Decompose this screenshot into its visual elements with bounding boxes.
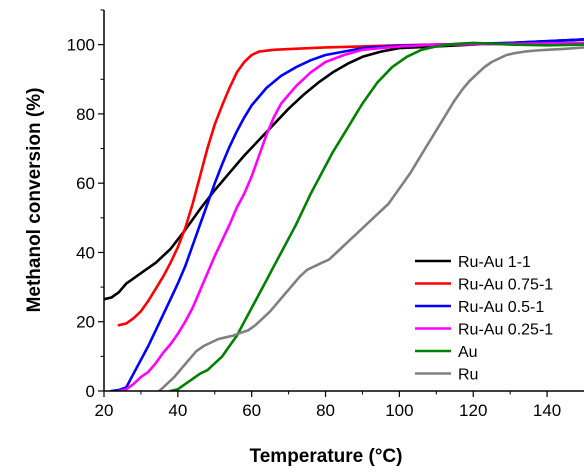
legend-label: Au (458, 344, 478, 361)
x-tick-label: 20 (95, 401, 114, 420)
series-line (104, 38, 584, 301)
series-line (169, 41, 584, 391)
x-axis-title: Temperature (°C) (250, 446, 403, 467)
x-tick-label: 80 (316, 401, 335, 420)
legend-label: Ru-Au 0.25-1 (458, 322, 553, 339)
x-tick-label: 40 (168, 401, 187, 420)
series-layer (104, 38, 584, 391)
y-axis-title: Methanol conversion (%) (24, 88, 45, 313)
y-tick-label: 80 (76, 105, 95, 124)
legend-label: Ru-Au 0.5-1 (458, 299, 544, 316)
axes (98, 9, 584, 397)
x-tick-label: 60 (242, 401, 261, 420)
y-tick-label: 20 (76, 313, 95, 332)
legend-label: Ru-Au 1-1 (458, 254, 531, 271)
y-tick-label: 40 (76, 243, 95, 262)
legend-label: Ru (458, 367, 478, 384)
series-line (110, 38, 584, 391)
y-tick-label: 100 (67, 36, 95, 55)
legend: Ru-Au 1-1 Ru-Au 0.75-1 Ru-Au 0.5-1 Ru-Au 0.… (415, 254, 553, 384)
x-tick-label: 140 (533, 401, 561, 420)
series-line (117, 41, 584, 391)
x-tick-label: 100 (385, 401, 413, 420)
series-line (117, 41, 584, 327)
legend-label: Ru-Au 0.75-1 (458, 277, 553, 294)
series-line (158, 46, 584, 391)
y-tick-label: 0 (86, 382, 95, 401)
x-tick-label: 120 (459, 401, 487, 420)
y-tick-label: 60 (76, 174, 95, 193)
